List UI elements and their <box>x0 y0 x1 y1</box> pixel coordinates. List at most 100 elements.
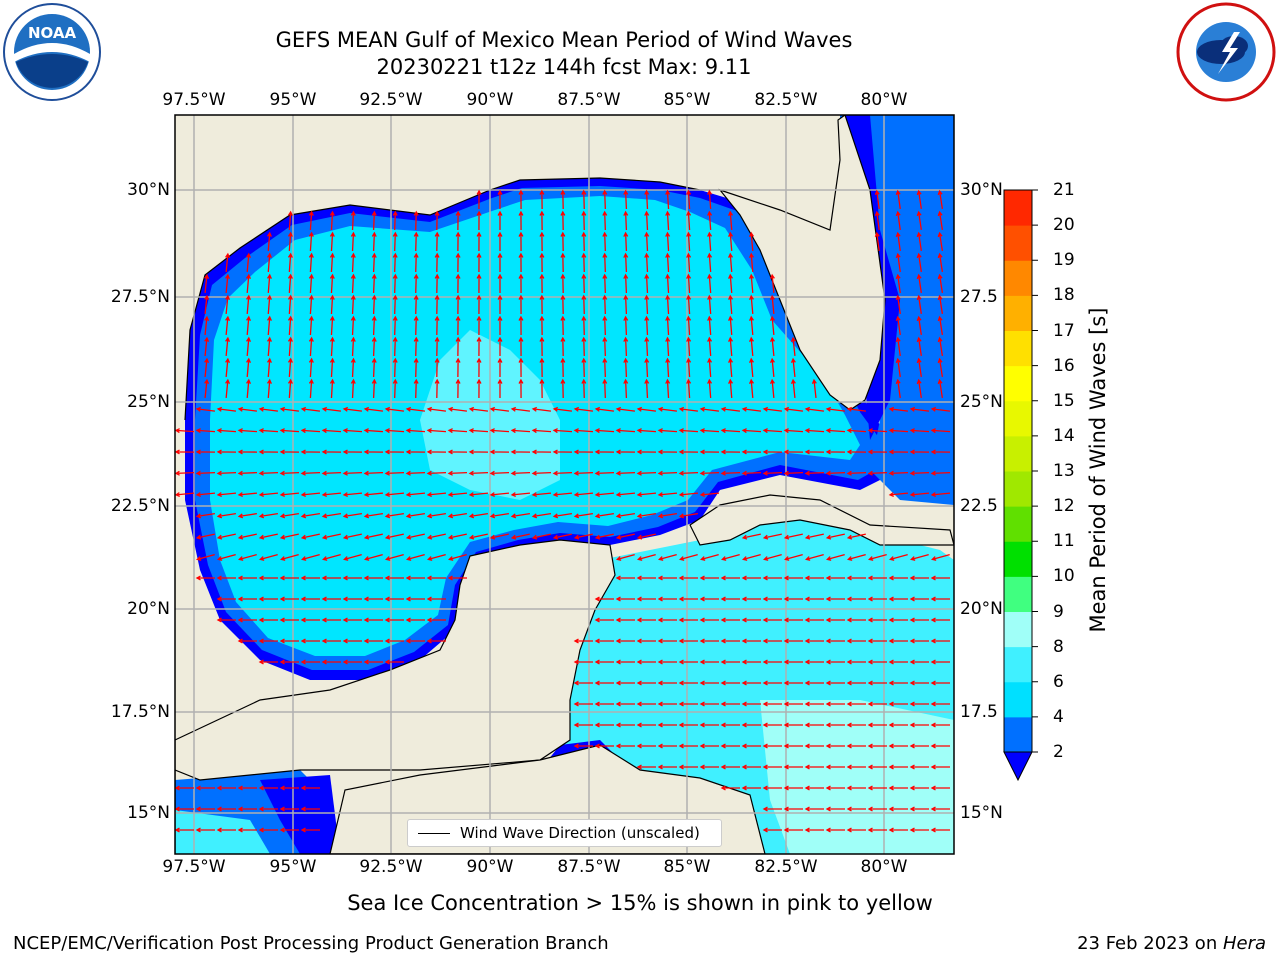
wind-wave-arrow <box>846 428 867 434</box>
wind-wave-arrow <box>783 827 803 833</box>
wind-wave-arrow <box>518 252 524 273</box>
wind-wave-arrow <box>636 764 656 770</box>
wind-wave-arrow <box>510 492 531 498</box>
wind-wave-arrow <box>321 554 341 561</box>
wind-wave-arrow <box>720 617 740 623</box>
wind-wave-arrow <box>888 806 908 812</box>
yucatan-land <box>175 539 616 854</box>
wind-wave-arrow <box>300 638 320 644</box>
wind-wave-arrow <box>888 428 909 434</box>
wind-wave-arrow <box>426 470 447 476</box>
colorbar-tick-label: 16 <box>1053 355 1075 376</box>
wind-wave-arrow <box>686 294 692 315</box>
wind-wave-arrow <box>909 785 929 791</box>
wind-wave-arrow <box>552 428 573 434</box>
wind-wave-arrow <box>329 294 335 315</box>
wind-wave-arrow <box>426 492 447 498</box>
wind-wave-arrow <box>762 827 782 833</box>
wind-wave-arrow <box>623 189 629 210</box>
wind-wave-arrow <box>749 294 754 315</box>
wind-wave-arrow <box>762 575 782 581</box>
noaa-logo-text: NOAA <box>28 24 77 42</box>
wind-wave-arrow <box>455 231 461 252</box>
wind-wave-arrow <box>909 680 929 686</box>
wind-wave-arrow <box>930 554 950 561</box>
wind-wave-arrow <box>615 743 635 749</box>
wind-wave-arrow <box>804 638 824 644</box>
wind-wave-arrow <box>825 470 846 476</box>
wind-wave-arrow <box>636 406 657 412</box>
wind-wave-arrow <box>363 554 383 561</box>
colorbar <box>1003 189 1038 782</box>
wind-wave-arrow <box>741 554 761 561</box>
wind-wave-arrow <box>447 406 468 412</box>
footer-left: NCEP/EMC/Verification Post Processing Pr… <box>13 933 609 954</box>
lat-tick-label: 17.5 <box>960 702 998 722</box>
wind-wave-arrow <box>426 596 446 602</box>
wind-wave-arrow <box>895 273 901 294</box>
wind-wave-arrow <box>594 428 615 434</box>
wind-wave-arrow <box>762 659 782 665</box>
wind-wave-arrow <box>371 378 377 399</box>
wind-wave-arrow <box>560 336 566 357</box>
wind-wave-arrow <box>237 428 258 434</box>
wind-wave-arrow <box>665 336 671 357</box>
wind-wave-arrow <box>930 743 950 749</box>
wind-wave-arrow <box>825 575 845 581</box>
wind-wave-arrow <box>825 722 845 728</box>
wind-wave-arrow <box>909 827 929 833</box>
wind-wave-arrow <box>867 764 887 770</box>
wind-wave-arrow <box>195 406 216 412</box>
colorbar-label: Mean Period of Wind Waves [s] <box>1086 307 1110 633</box>
wind-wave-arrow <box>300 785 320 791</box>
wind-wave-arrow <box>728 378 734 399</box>
wind-wave-arrow <box>363 659 383 665</box>
wind-wave-arrow <box>888 701 908 707</box>
wind-wave-arrow <box>930 617 950 623</box>
wind-wave-arrow <box>644 294 650 315</box>
wind-wave-arrow <box>895 378 901 399</box>
lat-tick-label: 20°N <box>127 599 170 619</box>
wind-wave-arrow <box>216 554 236 561</box>
wind-wave-arrow <box>720 764 740 770</box>
wind-wave-arrow <box>225 294 231 315</box>
wind-wave-arrow <box>615 638 635 644</box>
wind-wave-arrow <box>539 378 545 399</box>
footer-right: 23 Feb 2023 on Hera <box>1077 933 1266 954</box>
wind-wave-arrow <box>476 378 482 399</box>
wind-wave-arrow <box>888 470 909 476</box>
wind-wave-arrow <box>657 554 677 561</box>
lat-tick-label: 22.5 <box>960 496 998 516</box>
wind-wave-arrow <box>175 785 194 791</box>
wind-wave-arrow <box>741 785 761 791</box>
map-frame <box>174 114 955 855</box>
wind-wave-arrow <box>846 701 866 707</box>
wind-wave-arrow <box>657 596 677 602</box>
wind-wave-arrow <box>405 512 425 519</box>
wind-wave-arrow <box>405 406 426 412</box>
nws-logo <box>1176 2 1276 102</box>
wind-wave-arrow <box>552 533 572 540</box>
wind-wave-arrow <box>216 406 237 412</box>
wind-wave-arrow <box>657 680 677 686</box>
wind-wave-arrow <box>447 428 468 434</box>
wind-wave-arrow <box>195 492 216 498</box>
wind-wave-arrow <box>644 378 650 399</box>
wind-wave-arrow <box>720 701 740 707</box>
wind-wave-arrow <box>728 252 734 273</box>
wind-wave-arrow <box>762 764 782 770</box>
wind-wave-arrow <box>804 743 824 749</box>
wind-wave-arrow <box>636 533 656 540</box>
wind-wave-arrow <box>825 428 846 434</box>
wind-wave-arrow <box>308 336 314 357</box>
wind-wave-arrow <box>602 294 608 315</box>
wind-wave-arrow <box>279 449 300 455</box>
wind-wave-arrow <box>476 273 482 294</box>
lat-tick-label: 27.5°N <box>110 287 170 307</box>
lon-tick-label: 80°W <box>860 90 908 110</box>
wind-wave-arrow <box>699 722 719 728</box>
wind-wave-arrow <box>413 357 419 378</box>
wind-wave-arrow <box>699 617 719 623</box>
wind-wave-arrow <box>531 406 552 412</box>
colorbar-tick-label: 12 <box>1053 496 1075 517</box>
